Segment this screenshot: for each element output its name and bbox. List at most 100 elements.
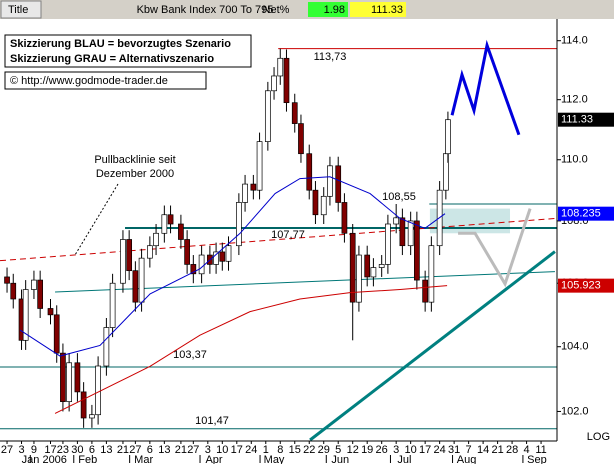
x-tick-label: 29 [318,444,330,456]
price-tag [558,112,614,127]
x-tick-label: 10 [216,444,228,456]
x-tick-label: 23 [57,444,69,456]
price-tag [558,206,614,221]
x-tick-label: 27 [1,444,13,456]
candle-body [283,57,290,104]
x-tick-label: 3 [18,444,24,456]
candle-body [298,123,304,155]
candle-body [213,251,219,265]
x-tick-label: 24 [245,444,257,456]
candle-body [399,217,406,247]
tab-label[interactable]: Title [8,4,28,16]
x-tick-label: 21 [117,444,129,456]
x-tick-label: 31 [448,444,460,456]
candle-body [178,223,184,240]
moving-average [19,176,446,357]
x-tick-label: 11 [535,444,546,456]
x-tick-label: 3 [205,444,211,456]
candle-body [428,245,435,303]
candle-body [138,257,145,303]
x-tick-label: 14 [477,444,489,456]
candle-body [60,352,66,403]
trendline [0,217,555,262]
scale-label: LOG [587,431,610,443]
x-tick-label: 21 [175,444,187,456]
price-tag-label: 105.923 [561,280,601,292]
x-tick-label: 19 [361,444,373,456]
candle-body [250,183,257,191]
candle-body [167,214,174,225]
candle-body [242,183,248,203]
candle-body [370,267,377,278]
month-label: Jun [331,454,349,464]
candle-body [306,153,313,191]
candle-body [385,223,391,265]
candle-body [103,327,110,367]
candle-body [445,119,451,155]
month-label: Jan 2006 [22,454,67,464]
x-tick-label: 27 [187,444,199,456]
candle-body [37,279,44,309]
candle-body [109,282,116,328]
note: Skizzierung BLAU = bevorzugtes Szenario [10,38,231,50]
y-tick-label: 114.0 [561,35,588,47]
trendline [309,250,556,442]
last-box [350,2,406,17]
month-label: Aug [457,454,477,464]
zone [429,208,511,234]
candle-body [349,232,356,303]
candle-body [120,239,126,284]
x-tick-label: 1 [263,444,269,456]
x-tick-label: 26 [376,444,388,456]
candle-body [161,214,168,234]
y-tick-label: 102.0 [561,405,589,417]
x-tick-label: 30 [71,444,83,456]
candle-body [190,264,197,275]
candle-body [147,245,153,259]
annotation: 108,55 [382,191,416,203]
moving-average [54,285,448,414]
y-tick-label: 104.0 [561,341,589,353]
candle-body [422,279,428,303]
candle-body [271,75,277,92]
net-value: 1.98 [324,4,345,16]
candle-body [236,202,242,247]
last-value: 111.33 [371,4,403,16]
x-tick-label: 13 [158,444,170,456]
month-label: Feb [78,454,97,464]
candle-body [320,195,327,216]
chart-title: Kbw Bank Index 700 To 795 [137,4,274,16]
x-tick-label: 15 [289,444,301,456]
y-tick-label: 110.0 [561,154,588,166]
candle-body [126,239,133,272]
month-label: Jul [397,454,411,464]
note-box [4,34,252,68]
net-label: Net% [263,4,290,16]
x-tick-label: 24 [434,444,446,456]
x-tick-label: 17 [231,444,243,456]
candle-body [31,279,37,290]
candle-body [312,189,319,216]
x-tick-label: 9 [31,444,37,456]
candle-body [277,57,284,77]
tab-box[interactable] [0,0,42,19]
x-tick-label: 6 [89,444,95,456]
x-tick-label: 21 [491,444,503,456]
x-tick-label: 3 [393,444,399,456]
annotation: 101,47 [195,415,229,427]
trendline [55,271,555,293]
scenario-line [458,208,532,288]
month-label: Mar [134,454,153,464]
x-tick-label: 5 [335,444,341,456]
candle-body [414,220,420,281]
candle-body [219,251,226,262]
candle-body [22,289,29,341]
copyright: © http://www.godmode-trader.de [10,75,168,87]
scenario-line [450,39,521,136]
candle-body [74,362,81,393]
candle-body [132,270,139,303]
price-tag-label: 108.235 [561,208,601,220]
note: Skizzierung GRAU = Alternativszenario [10,53,214,65]
candle-body [198,254,205,275]
candle-body [327,165,333,197]
